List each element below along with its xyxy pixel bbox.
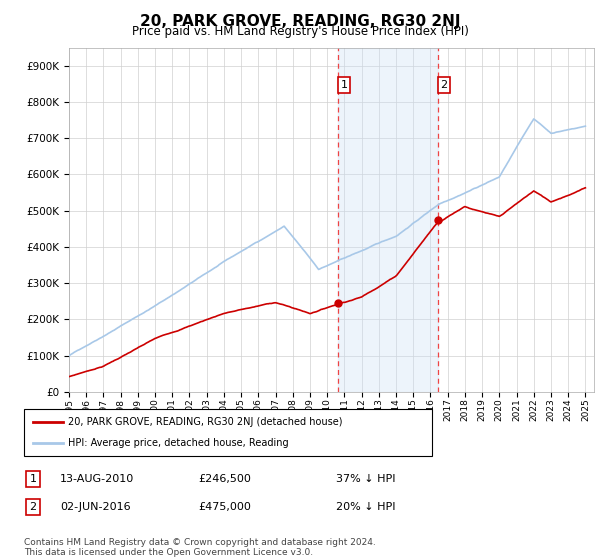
Text: £246,500: £246,500	[198, 474, 251, 484]
Text: HPI: Average price, detached house, Reading: HPI: Average price, detached house, Read…	[68, 438, 289, 448]
Bar	[338, 48, 438, 392]
Text: 2: 2	[440, 80, 448, 90]
Text: Contains HM Land Registry data © Crown copyright and database right 2024.
This d: Contains HM Land Registry data © Crown c…	[24, 538, 376, 557]
Text: 1: 1	[340, 80, 347, 90]
Text: 2: 2	[29, 502, 37, 512]
Text: 13-AUG-2010: 13-AUG-2010	[60, 474, 134, 484]
Text: Price paid vs. HM Land Registry's House Price Index (HPI): Price paid vs. HM Land Registry's House …	[131, 25, 469, 38]
Text: 1: 1	[29, 474, 37, 484]
Text: 02-JUN-2016: 02-JUN-2016	[60, 502, 131, 512]
Text: 20% ↓ HPI: 20% ↓ HPI	[336, 502, 395, 512]
Text: 20, PARK GROVE, READING, RG30 2NJ: 20, PARK GROVE, READING, RG30 2NJ	[140, 14, 460, 29]
Text: £475,000: £475,000	[198, 502, 251, 512]
Text: 20, PARK GROVE, READING, RG30 2NJ (detached house): 20, PARK GROVE, READING, RG30 2NJ (detac…	[68, 417, 342, 427]
Text: 37% ↓ HPI: 37% ↓ HPI	[336, 474, 395, 484]
